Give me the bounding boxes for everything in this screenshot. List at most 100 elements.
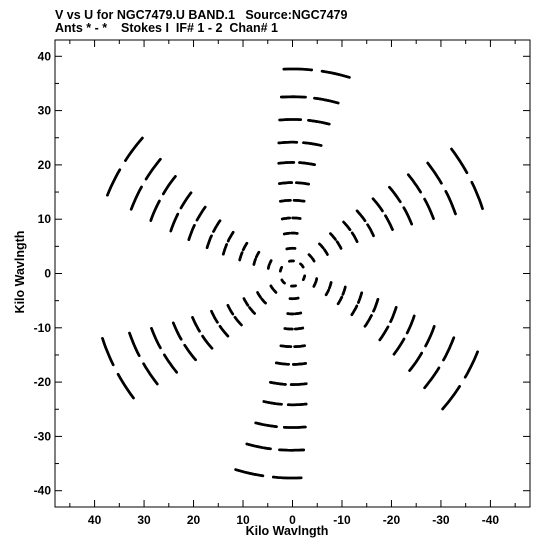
uv-track-segment: [226, 230, 235, 243]
uv-track-segment: [371, 197, 384, 213]
uv-track-segment: [291, 216, 302, 220]
uv-track-segment: [272, 288, 278, 294]
uv-track-segment: [295, 181, 311, 186]
uv-track-segment: [277, 181, 294, 185]
uv-track-segment: [252, 257, 257, 266]
uv-track-segment: [286, 402, 308, 407]
uv-track-segment: [450, 147, 469, 175]
uv-track-segment: [320, 69, 351, 79]
uv-track-segment: [144, 157, 162, 181]
y-tick-label: -30: [34, 429, 52, 443]
uv-track-segment: [280, 278, 285, 283]
uv-track-segment: [355, 209, 367, 222]
x-tick-label: 40: [88, 513, 102, 527]
uv-track-segment: [260, 297, 267, 305]
uv-track-segment: [423, 197, 435, 220]
uv-track-segment: [277, 161, 296, 165]
uv-track-segment: [234, 468, 265, 478]
uv-track-segment: [169, 212, 180, 233]
uv-track-segment: [298, 161, 316, 166]
uv-track-segment: [323, 248, 329, 256]
uv-track-segment: [201, 334, 214, 350]
y-tick-label: -20: [34, 375, 52, 389]
uv-track-segment: [241, 241, 249, 252]
uv-track-segment: [335, 240, 343, 250]
uv-track-segment: [282, 67, 314, 72]
uv-track-segment: [279, 344, 293, 349]
uv-track-segment: [282, 231, 292, 236]
uv-track-segment: [129, 185, 143, 211]
uv-track-segment: [245, 442, 272, 451]
uv-track-segment: [269, 284, 275, 291]
uv-track-segment: [163, 353, 178, 374]
uv-track-segment: [313, 96, 340, 105]
uv-track-segment: [300, 264, 305, 269]
uv-track-segment: [179, 191, 193, 210]
uv-track-segment: [205, 234, 213, 249]
uv-track-segment: [183, 343, 197, 362]
x-tick-label: 0: [289, 513, 296, 527]
uv-track-segment: [392, 337, 406, 356]
uv-track-segment: [283, 327, 294, 331]
uv-track-segment: [342, 220, 352, 231]
uv-track-segment: [278, 118, 303, 122]
x-axis-label: Kilo Wavlngth: [245, 524, 329, 538]
uv-track-segment: [269, 380, 287, 386]
uv-track-segment: [441, 385, 461, 411]
uv-track-segment: [388, 185, 402, 204]
uv-track-segment: [128, 331, 141, 358]
uv-track-segment: [289, 382, 308, 386]
uv-track-segment: [274, 361, 290, 366]
uv-track-segment: [293, 344, 306, 349]
uv-track-segment: [293, 326, 305, 331]
uv-track-segment: [268, 259, 273, 266]
uv-track-segment: [426, 161, 443, 185]
uv-track-segment: [357, 291, 364, 304]
uv-track-segment: [406, 173, 422, 194]
uv-track-segment: [254, 250, 261, 259]
uv-track-segment: [256, 291, 262, 299]
uv-track-segment: [293, 296, 300, 300]
x-tick-label: -30: [432, 513, 450, 527]
uv-track-segment: [336, 295, 344, 306]
uv-track-segment: [285, 247, 292, 251]
uv-track-segment: [470, 180, 484, 210]
y-tick-label: 10: [38, 212, 52, 226]
uv-points: [101, 67, 484, 480]
uv-track-segment: [218, 324, 230, 338]
uv-track-segment: [307, 253, 313, 259]
y-tick-label: -40: [34, 484, 52, 498]
uv-track-segment: [372, 297, 380, 313]
uv-track-segment: [271, 475, 303, 480]
uv-track-segment: [187, 224, 196, 241]
chart-subtitle: Ants * - * Stokes I IF# 1 - 2 Chan# 1: [55, 21, 278, 35]
uv-track-segment: [318, 242, 325, 250]
uv-track-segment: [191, 316, 201, 333]
uv-track-segment: [341, 285, 347, 296]
uv-track-segment: [142, 362, 159, 386]
uv-track-segment: [226, 303, 235, 316]
axis-ticks: [55, 40, 530, 507]
uv-track-segment: [172, 321, 183, 341]
uv-track-segment: [307, 119, 331, 126]
uv-track-segment: [238, 251, 244, 262]
uv-track-segment: [242, 297, 250, 307]
uv-track-segment: [363, 314, 373, 328]
x-tick-label: -10: [333, 513, 351, 527]
uv-track-segment: [350, 231, 359, 243]
uv-track-segment: [329, 232, 337, 241]
uv-track-segment: [424, 325, 436, 348]
uv-track-segment: [405, 314, 416, 335]
y-tick-label: 40: [38, 49, 52, 63]
uv-track-segment: [378, 325, 390, 342]
uv-track-segment: [384, 214, 394, 231]
uv-track-segment: [328, 281, 333, 290]
uv-track-segment: [350, 304, 359, 317]
uv-track-segment: [402, 206, 414, 226]
x-tick-label: -40: [482, 513, 500, 527]
uv-track-segment: [150, 327, 162, 350]
plot-frame: [54, 39, 531, 508]
uv-track-segment: [324, 288, 331, 297]
uv-track-segment: [233, 315, 243, 327]
